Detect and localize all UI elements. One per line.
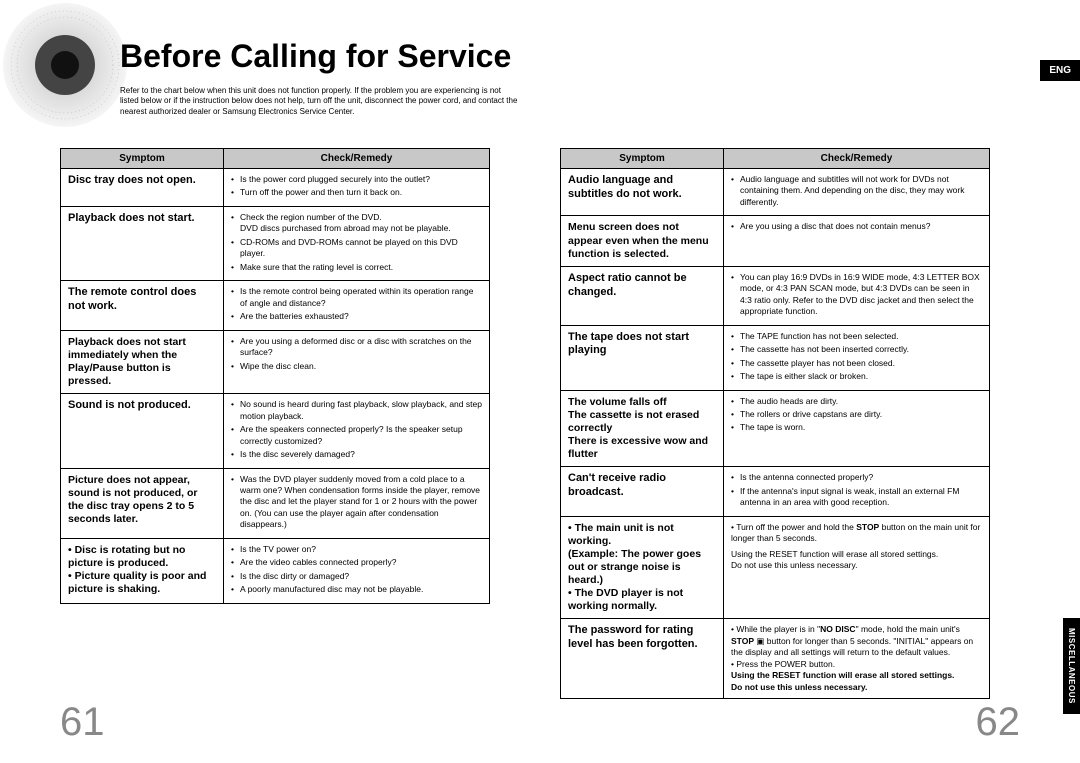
remedy-item: Are the speakers connected properly? Is … (231, 424, 482, 447)
remedy-item: Is the power cord plugged securely into … (231, 174, 482, 185)
table-row: • The main unit is not working. (Example… (561, 516, 990, 619)
remedy-item: Are the batteries exhausted? (231, 311, 482, 322)
remedy-cell: • While the player is in "NO DISC" mode,… (724, 619, 990, 699)
right-column: Symptom Check/Remedy Audio language and … (560, 148, 990, 699)
remedy-item: The TAPE function has not been selected. (731, 331, 982, 342)
troubleshoot-table-right: Symptom Check/Remedy Audio language and … (560, 148, 990, 699)
table-row: Disc tray does not open. Is the power cor… (61, 169, 490, 207)
table-row: Playback does not start. Check the region… (61, 206, 490, 280)
symptom-cell: Audio language and subtitles do not work… (561, 169, 724, 216)
table-row: • Disc is rotating but no picture is pro… (61, 538, 490, 603)
page-title: Before Calling for Service (120, 38, 511, 75)
table-row: Menu screen does not appear even when th… (561, 216, 990, 266)
table-row: The tape does not start playingThe TAPE … (561, 325, 990, 390)
remedy-item: Is the disc severely damaged? (231, 449, 482, 460)
symptom-cell: Aspect ratio cannot be changed. (561, 266, 724, 325)
symptom-cell: The tape does not start playing (561, 325, 724, 390)
remedy-cell: No sound is heard during fast playback, … (224, 394, 490, 468)
remedy-cell: Is the power cord plugged securely into … (224, 169, 490, 207)
symptom-cell: The password for rating level has been f… (561, 619, 724, 699)
header-remedy: Check/Remedy (724, 149, 990, 169)
section-tab: MISCELLANEOUS (1063, 618, 1080, 714)
remedy-item: Audio language and subtitles will not wo… (731, 174, 982, 208)
symptom-cell: Sound is not produced. (61, 394, 224, 468)
remedy-cell: Are you using a deformed disc or a disc … (224, 330, 490, 394)
remedy-item: Is the antenna connected properly? (731, 472, 982, 483)
remedy-item: Are you using a deformed disc or a disc … (231, 336, 482, 359)
remedy-item: Was the DVD player suddenly moved from a… (231, 474, 482, 531)
intro-text: Refer to the chart below when this unit … (120, 86, 520, 117)
remedy-item: The rollers or drive capstans are dirty. (731, 409, 982, 420)
left-column: Symptom Check/Remedy Disc tray does not … (60, 148, 490, 604)
remedy-cell: The TAPE function has not been selected.… (724, 325, 990, 390)
remedy-cell: Check the region number of the DVD.DVD d… (224, 206, 490, 280)
remedy-item: No sound is heard during fast playback, … (231, 399, 482, 422)
symptom-cell: The volume falls offThe cassette is not … (561, 390, 724, 467)
symptom-cell: • The main unit is not working. (Example… (561, 516, 724, 619)
table-row: Aspect ratio cannot be changed.You can p… (561, 266, 990, 325)
header-remedy: Check/Remedy (224, 149, 490, 169)
remedy-item: Wipe the disc clean. (231, 361, 482, 372)
remedy-item: Is the remote control being operated wit… (231, 286, 482, 309)
troubleshoot-table-left: Symptom Check/Remedy Disc tray does not … (60, 148, 490, 604)
remedy-cell: Are you using a disc that does not conta… (724, 216, 990, 266)
table-row: The password for rating level has been f… (561, 619, 990, 699)
symptom-cell: Menu screen does not appear even when th… (561, 216, 724, 266)
speaker-graphic (0, 0, 130, 130)
remedy-cell: Is the antenna connected properly? If the… (724, 467, 990, 516)
table-row: Audio language and subtitles do not work… (561, 169, 990, 216)
remedy-cell: You can play 16:9 DVDs in 16:9 WIDE mode… (724, 266, 990, 325)
remedy-item: The tape is worn. (731, 422, 982, 433)
remedy-item: A poorly manufactured disc may not be pl… (231, 584, 482, 595)
language-tab: ENG (1040, 60, 1080, 81)
remedy-item: Are you using a disc that does not conta… (731, 221, 982, 232)
remedy-item: The audio heads are dirty. (731, 396, 982, 407)
table-row: Sound is not produced. No sound is heard … (61, 394, 490, 468)
remedy-cell: Audio language and subtitles will not wo… (724, 169, 990, 216)
remedy-cell: Is the remote control being operated wit… (224, 281, 490, 330)
remedy-item: Is the disc dirty or damaged? (231, 571, 482, 582)
remedy-item: Check the region number of the DVD.DVD d… (231, 212, 482, 235)
symptom-cell: Playback does not start immediately when… (61, 330, 224, 394)
header-symptom: Symptom (61, 149, 224, 169)
remedy-item: CD-ROMs and DVD-ROMs cannot be played on… (231, 237, 482, 260)
remedy-item: Is the TV power on? (231, 544, 482, 555)
remedy-item: Turn off the power and then turn it back… (231, 187, 482, 198)
table-row: The volume falls offThe cassette is not … (561, 390, 990, 467)
remedy-item: Are the video cables connected properly? (231, 557, 482, 568)
remedy-item: Make sure that the rating level is corre… (231, 262, 482, 273)
header-symptom: Symptom (561, 149, 724, 169)
remedy-item: The cassette has not been inserted corre… (731, 344, 982, 355)
symptom-cell: Disc tray does not open. (61, 169, 224, 207)
symptom-cell: Can't receive radio broadcast. (561, 467, 724, 516)
remedy-cell: The audio heads are dirty. The rollers or… (724, 390, 990, 467)
symptom-cell: The remote control does not work. (61, 281, 224, 330)
remedy-item: If the antenna's input signal is weak, i… (731, 486, 982, 509)
symptom-cell: Picture does not appear, sound is not pr… (61, 468, 224, 538)
remedy-cell: Was the DVD player suddenly moved from a… (224, 468, 490, 538)
remedy-item: You can play 16:9 DVDs in 16:9 WIDE mode… (731, 272, 982, 318)
remedy-cell: • Turn off the power and hold the STOP b… (724, 516, 990, 619)
table-row: Can't receive radio broadcast.Is the ant… (561, 467, 990, 516)
symptom-cell: • Disc is rotating but no picture is pro… (61, 538, 224, 603)
remedy-cell: Is the TV power on? Are the video cables … (224, 538, 490, 603)
table-row: Playback does not start immediately when… (61, 330, 490, 394)
remedy-item: The tape is either slack or broken. (731, 371, 982, 382)
page-number-left: 61 (60, 700, 105, 745)
table-row: Picture does not appear, sound is not pr… (61, 468, 490, 538)
table-row: The remote control does not work. Is the … (61, 281, 490, 330)
page-number-right: 62 (976, 700, 1021, 745)
symptom-cell: Playback does not start. (61, 206, 224, 280)
remedy-item: The cassette player has not been closed. (731, 358, 982, 369)
